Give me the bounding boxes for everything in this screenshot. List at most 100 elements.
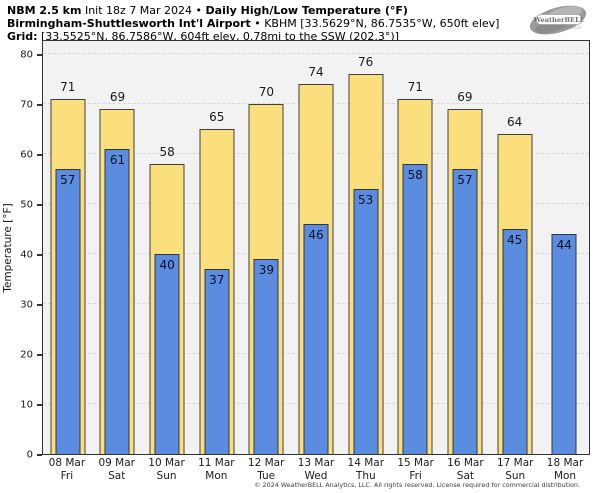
day-slot: 69 57: [440, 41, 490, 454]
station-name: Birmingham-Shuttlesworth Int'l Airport: [7, 17, 251, 30]
chart-title: Daily High/Low Temperature (°F): [205, 4, 408, 17]
low-value-label: 53: [358, 193, 374, 207]
title-line-1: NBM 2.5 km Init 18z 7 Mar 2024 • Daily H…: [7, 4, 499, 17]
y-tick-mark: [37, 304, 42, 306]
low-bar: [502, 229, 528, 454]
y-tick-mark: [37, 354, 42, 356]
day-slot: 65 37: [192, 41, 242, 454]
x-tick-label: 12 Mar Tue: [241, 457, 291, 483]
x-tick-date: 08 Mar: [48, 457, 86, 469]
x-tick-date: 13 Mar: [297, 457, 335, 469]
x-tick-date: 17 Mar: [496, 457, 534, 469]
low-value-label: 57: [457, 173, 473, 187]
x-tick-weekday: Sun: [505, 470, 526, 482]
x-tick-label: 11 Mar Mon: [191, 457, 241, 483]
swirl-logo-icon: WeatherBELL Analytics LLC: [529, 5, 587, 35]
title-line-2: Birmingham-Shuttlesworth Int'l Airport •…: [7, 17, 499, 30]
low-value-label: 45: [506, 233, 523, 247]
svg-text:Analytics LLC: Analytics LLC: [559, 26, 582, 30]
low-bar: [253, 259, 279, 454]
low-bar: [303, 224, 329, 454]
day-slot: 71 58: [390, 41, 440, 454]
low-value-label: 40: [159, 258, 175, 272]
grid-label: Grid:: [7, 30, 38, 43]
high-value-label: 71: [60, 80, 76, 94]
x-tick-label: 10 Mar Sun: [142, 457, 192, 483]
low-value-label: 44: [556, 238, 572, 252]
x-tick-label: 18 Mar Mon: [540, 457, 590, 483]
y-tick-label: 70: [20, 99, 33, 111]
day-slot: 70 39: [242, 41, 292, 454]
plot-area: 71 57 69 61 58 40 65 37 70 39 74 46 76 53 71 58 69 57 64 45…: [42, 40, 590, 455]
x-tick-label: 14 Mar Thu: [341, 457, 391, 483]
x-tick-date: 18 Mar: [546, 457, 584, 469]
y-tick-mark: [37, 204, 42, 206]
high-value-label: 69: [457, 90, 473, 104]
day-slot: 58 40: [142, 41, 192, 454]
low-value-label: 58: [407, 168, 423, 182]
low-bar: [452, 169, 478, 454]
svg-text:WeatherBELL: WeatherBELL: [533, 16, 585, 24]
low-value-label: 46: [308, 228, 324, 242]
high-value-label: 69: [109, 90, 126, 104]
title-line-3: Grid: [33.5525°N, 86.7586°W, 604ft elev,…: [7, 30, 499, 43]
low-value-label: 61: [109, 153, 126, 167]
y-axis: 0 10 20 30 40 50 60 70 80: [0, 40, 42, 461]
model-name: NBM 2.5 km: [7, 4, 82, 17]
x-tick-label: 08 Mar Fri: [42, 457, 92, 483]
x-tick-label: 16 Mar Sat: [441, 457, 491, 483]
copyright-notice: © 2024 WeatherBELL Analytics, LLC. All r…: [254, 481, 580, 489]
low-bar: [154, 254, 180, 454]
x-tick-weekday: Mon: [205, 470, 228, 482]
x-tick-weekday: Thu: [355, 470, 376, 482]
weatherbell-logo: WeatherBELL Analytics LLC: [526, 2, 590, 38]
low-bar: [353, 189, 379, 454]
day-slot: 44: [539, 41, 589, 454]
y-tick-label: 30: [20, 299, 33, 311]
grid-coords: [33.5525°N, 86.7586°W, 604ft elev, 0.78m…: [37, 30, 399, 43]
station-coords: • KBHM [33.5629°N, 86.7535°W, 650ft elev…: [250, 17, 500, 30]
high-value-label: 65: [209, 110, 225, 124]
day-slot: 71 57: [43, 41, 93, 454]
x-tick-date: 16 Mar: [447, 457, 484, 469]
y-tick-mark: [37, 154, 42, 156]
x-tick-label: 15 Mar Fri: [391, 457, 441, 483]
y-tick-label: 60: [20, 149, 33, 161]
y-tick-mark: [37, 254, 42, 256]
bar-slots: 71 57 69 61 58 40 65 37 70 39 74 46 76 53 71 58 69 57 64 45…: [43, 41, 589, 454]
day-slot: 76 53: [341, 41, 391, 454]
y-tick-label: 80: [20, 49, 33, 61]
x-tick-weekday: Mon: [553, 470, 577, 482]
x-tick-label: 09 Mar Sat: [92, 457, 142, 483]
low-bar: [55, 169, 81, 454]
low-bar: [402, 164, 428, 454]
x-tick-date: 09 Mar: [98, 457, 135, 469]
day-slot: 64 45: [490, 41, 540, 454]
x-tick-date: 12 Mar: [247, 457, 285, 469]
day-slot: 74 46: [291, 41, 341, 454]
high-value-label: 70: [258, 85, 275, 99]
x-tick-weekday: Fri: [409, 470, 422, 482]
low-value-label: 39: [258, 263, 275, 277]
low-bar: [104, 149, 130, 454]
x-tick-weekday: Wed: [304, 470, 328, 482]
high-value-label: 64: [506, 115, 523, 129]
x-tick-date: 15 Mar: [397, 457, 434, 469]
y-tick-mark: [37, 454, 42, 456]
y-tick-mark: [37, 104, 42, 106]
x-tick-weekday: Fri: [60, 470, 74, 482]
y-tick-label: 40: [20, 249, 33, 261]
y-tick-mark: [37, 54, 42, 56]
x-axis: 08 Mar Fri 09 Mar Sat 10 Mar Sun 11 Mar Mon 12 M…: [42, 457, 590, 483]
x-tick-weekday: Sat: [456, 470, 475, 482]
x-tick-label: 17 Mar Sun: [490, 457, 540, 483]
x-tick-weekday: Sat: [108, 470, 126, 482]
init-time: Init 18z 7 Mar 2024 •: [81, 4, 206, 17]
y-tick-label: 10: [20, 399, 33, 411]
y-tick-label: 20: [20, 349, 33, 361]
low-value-label: 37: [209, 273, 225, 287]
x-tick-label: 13 Mar Wed: [291, 457, 341, 483]
x-tick-date: 11 Mar: [198, 457, 235, 469]
high-value-label: 58: [159, 145, 175, 159]
